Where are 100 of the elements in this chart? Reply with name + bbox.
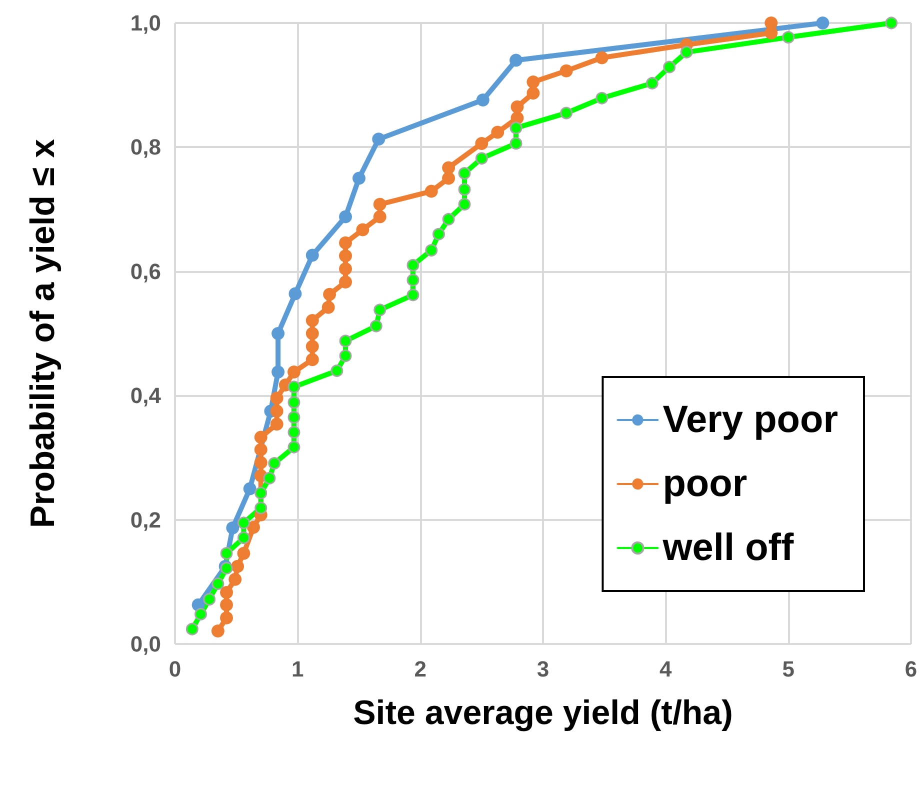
x-tick-label: 1	[292, 656, 304, 682]
point	[442, 212, 455, 226]
point	[356, 223, 370, 236]
point	[231, 560, 244, 573]
point	[510, 137, 522, 150]
point	[352, 172, 366, 185]
point	[237, 516, 250, 530]
x-tick-label: 6	[904, 656, 918, 682]
legend-label: poor	[662, 463, 748, 505]
y-tick-label: 0,8	[130, 134, 161, 160]
point	[510, 122, 522, 134]
point	[211, 624, 224, 638]
y-tick-label: 0,4	[130, 383, 162, 408]
point	[306, 248, 319, 262]
point	[186, 622, 198, 636]
point	[374, 304, 386, 316]
point	[432, 228, 445, 240]
point	[212, 578, 224, 590]
point	[442, 172, 456, 185]
point	[247, 520, 260, 534]
point	[272, 327, 285, 340]
point	[458, 183, 471, 196]
y-tick-label: 1,0	[130, 10, 161, 36]
point	[288, 287, 302, 300]
point	[476, 94, 490, 106]
point	[306, 327, 319, 340]
point	[203, 593, 216, 606]
point	[330, 364, 344, 378]
point	[560, 106, 573, 120]
point	[220, 611, 234, 624]
point	[288, 440, 300, 454]
point	[339, 334, 352, 348]
point	[306, 353, 319, 366]
point	[372, 132, 386, 146]
y-tick-label: 0,2	[130, 507, 161, 532]
point	[220, 547, 233, 560]
point	[323, 288, 336, 301]
point	[288, 411, 300, 424]
point	[406, 274, 420, 286]
point	[475, 152, 488, 165]
point	[237, 532, 250, 544]
point	[226, 521, 240, 534]
point	[510, 54, 523, 67]
point	[243, 482, 256, 496]
point	[339, 249, 352, 262]
point	[373, 210, 386, 224]
point	[220, 586, 234, 599]
point	[424, 184, 438, 198]
point	[194, 608, 208, 620]
point	[526, 86, 540, 100]
point	[339, 262, 352, 276]
point	[646, 76, 658, 90]
point	[270, 392, 284, 405]
point	[263, 472, 276, 484]
x-tick-label: 5	[782, 656, 794, 682]
point	[373, 198, 386, 211]
legend-label: Very poor	[662, 399, 838, 441]
point	[458, 198, 471, 211]
point	[268, 457, 281, 470]
x-tick-label: 4	[660, 656, 673, 682]
point	[406, 288, 420, 302]
x-tick-label: 2	[414, 656, 426, 682]
point	[228, 572, 242, 586]
x-tick-label: 3	[536, 656, 550, 682]
point	[288, 426, 300, 438]
y-axis-title: Probability of a yield ≤ x	[24, 138, 62, 528]
point	[339, 350, 352, 362]
point	[288, 380, 300, 394]
point	[816, 16, 830, 30]
point	[254, 443, 268, 456]
point	[596, 92, 608, 104]
point	[322, 300, 335, 314]
point	[510, 100, 524, 114]
point	[306, 314, 319, 327]
point	[560, 64, 573, 78]
point	[339, 236, 352, 250]
legend-label: well off	[662, 527, 794, 569]
point	[288, 366, 300, 378]
y-tick-label: 0,0	[130, 632, 161, 656]
point	[370, 320, 382, 332]
point	[782, 31, 795, 44]
x-tick-label: 0	[168, 656, 182, 682]
point	[406, 258, 420, 272]
point	[442, 161, 456, 174]
point	[885, 16, 898, 30]
point	[272, 366, 285, 378]
point	[306, 340, 319, 354]
point	[339, 275, 352, 288]
point	[526, 76, 540, 88]
point	[254, 502, 268, 514]
point	[491, 126, 504, 139]
point	[254, 430, 268, 444]
point	[425, 244, 438, 257]
point	[254, 486, 268, 500]
point	[680, 46, 693, 58]
y-tick-label: 0,6	[130, 258, 161, 284]
point	[475, 136, 488, 150]
point	[339, 210, 352, 224]
point	[764, 16, 778, 30]
point	[458, 167, 471, 180]
